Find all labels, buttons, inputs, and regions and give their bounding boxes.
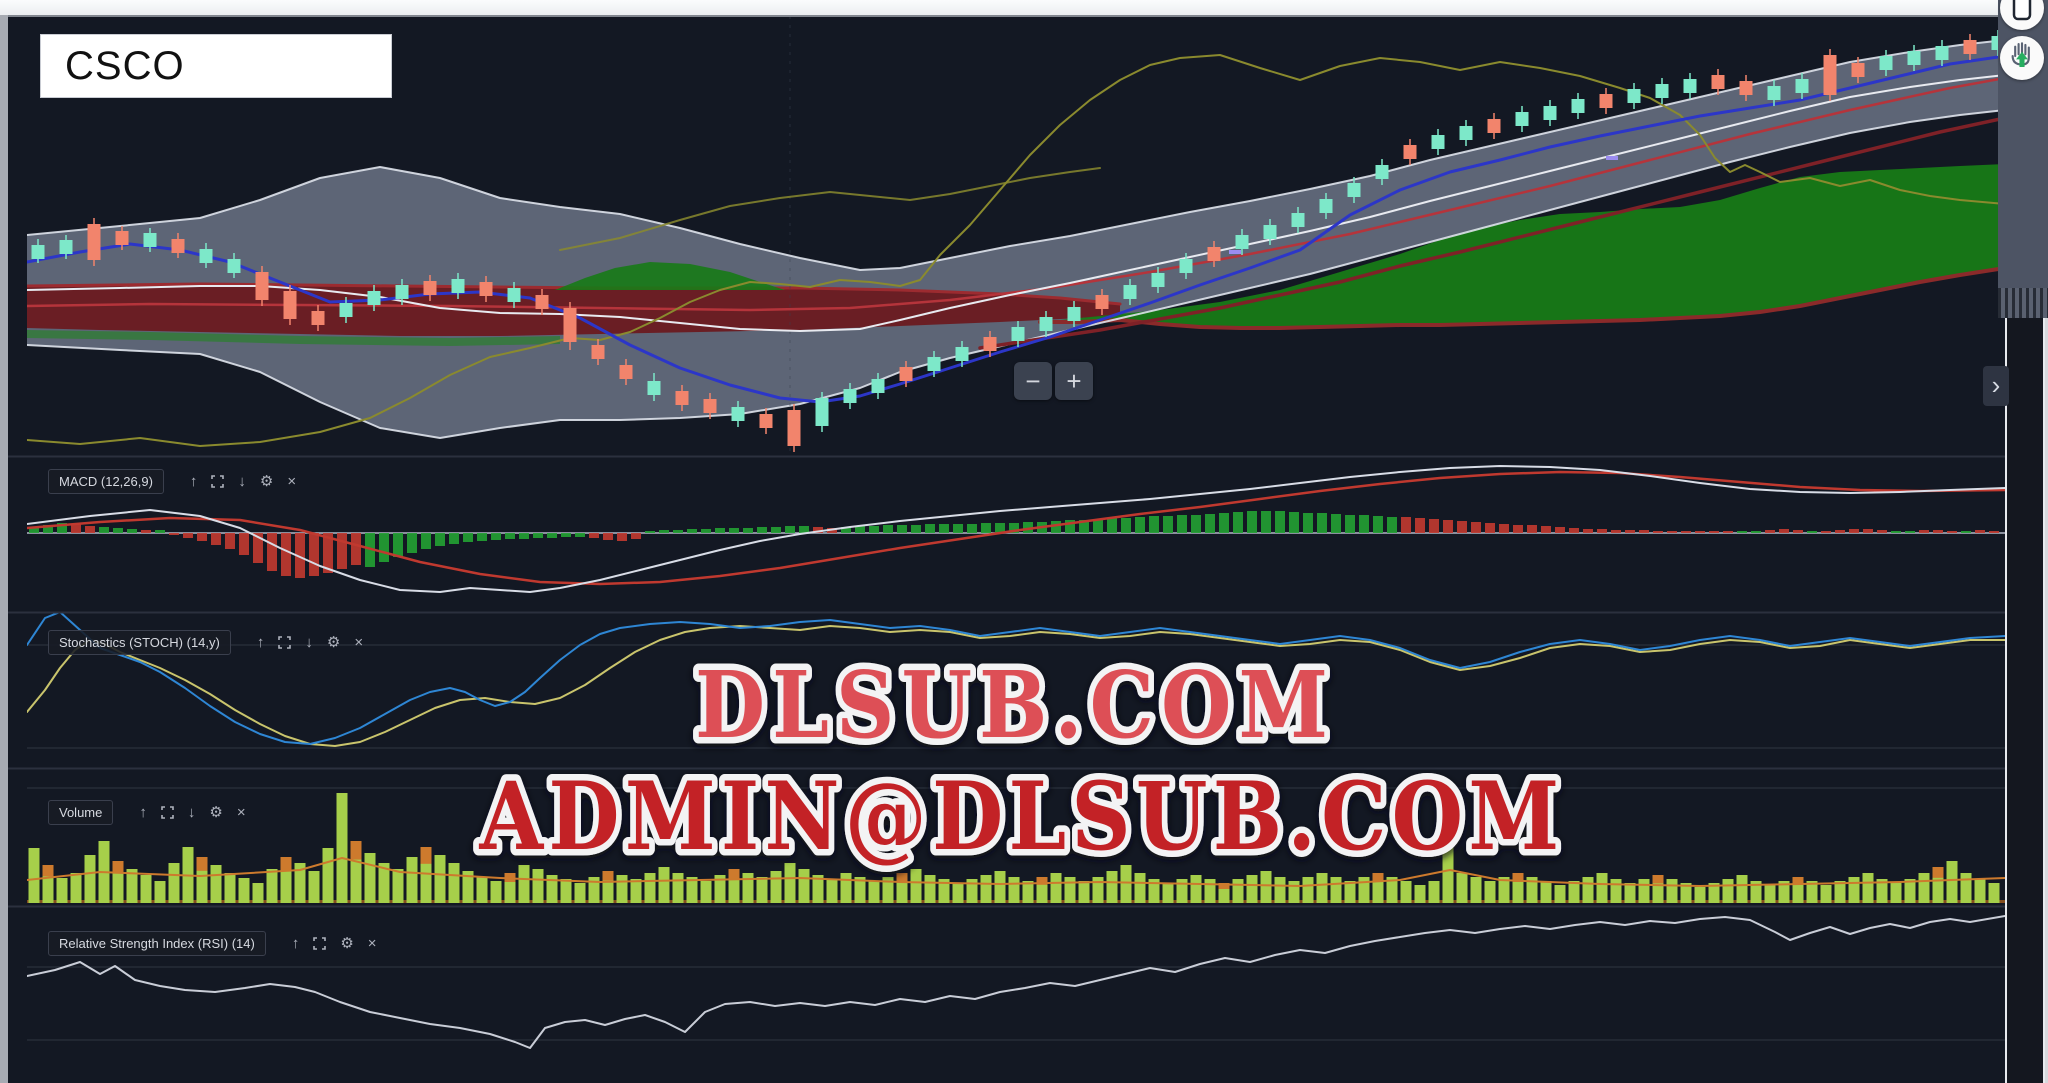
zoom-controls: − + (1014, 362, 1093, 400)
stoch-panel-header: Stochastics (STOCH) (14,y) ↑ ↓ ⚙ × (48, 627, 363, 657)
move-up-icon[interactable]: ↑ (256, 633, 265, 651)
stoch-label[interactable]: Stochastics (STOCH) (14,y) (48, 629, 231, 655)
settings-icon[interactable]: ⚙ (209, 803, 223, 821)
volume-panel-header: Volume ↑ ↓ ⚙ × (48, 797, 246, 827)
volume-label[interactable]: Volume (48, 799, 114, 825)
extension-hand-button[interactable] (2000, 36, 2044, 80)
hand-up-icon (2005, 39, 2039, 78)
zoom-out-button[interactable]: − (1014, 362, 1052, 400)
rsi-label[interactable]: Relative Strength Index (RSI) (14) (48, 930, 266, 956)
page-left-strip (0, 15, 8, 1083)
maximize-icon[interactable] (211, 474, 225, 488)
rail-hatch-pattern (1998, 288, 2048, 318)
page-top-strip (0, 0, 2048, 17)
chart-right-border (2005, 15, 2007, 1083)
page-icon (2011, 0, 2033, 26)
macd-label[interactable]: MACD (12,26,9) (48, 468, 164, 494)
macd-toolbar: ↑ ↓ ⚙ × (190, 474, 296, 489)
move-up-icon[interactable]: ↑ (139, 803, 147, 821)
maximize-icon[interactable] (278, 635, 292, 649)
symbol-input[interactable] (40, 34, 392, 98)
close-icon[interactable]: × (236, 803, 246, 821)
settings-icon[interactable]: ⚙ (340, 934, 354, 952)
close-icon[interactable]: × (287, 472, 297, 490)
expand-right-panel-button[interactable]: › (1983, 366, 2009, 406)
stoch-toolbar: ↑ ↓ ⚙ × (257, 635, 363, 650)
move-up-icon[interactable]: ↑ (189, 472, 198, 490)
close-icon[interactable]: × (367, 934, 377, 952)
maximize-icon[interactable] (313, 936, 327, 950)
close-icon[interactable]: × (354, 633, 364, 651)
rsi-panel-header: Relative Strength Index (RSI) (14) ↑ ⚙ × (48, 928, 377, 958)
move-up-icon[interactable]: ↑ (291, 934, 300, 952)
maximize-icon[interactable] (161, 805, 174, 819)
page-right-edge (2045, 15, 2048, 1083)
volume-toolbar: ↑ ↓ ⚙ × (139, 805, 245, 820)
rsi-toolbar: ↑ ⚙ × (292, 936, 377, 951)
zoom-in-button[interactable]: + (1055, 362, 1093, 400)
settings-icon[interactable]: ⚙ (259, 472, 274, 490)
macd-panel-header: MACD (12,26,9) ↑ ↓ ⚙ × (48, 466, 296, 496)
browser-extension-rail (1998, 0, 2048, 318)
move-down-icon[interactable]: ↓ (238, 472, 246, 490)
right-gutter-border (2043, 15, 2045, 1083)
move-down-icon[interactable]: ↓ (305, 633, 313, 651)
extension-page-button[interactable] (2000, 0, 2044, 30)
settings-icon[interactable]: ⚙ (326, 633, 341, 651)
move-down-icon[interactable]: ↓ (187, 803, 196, 821)
